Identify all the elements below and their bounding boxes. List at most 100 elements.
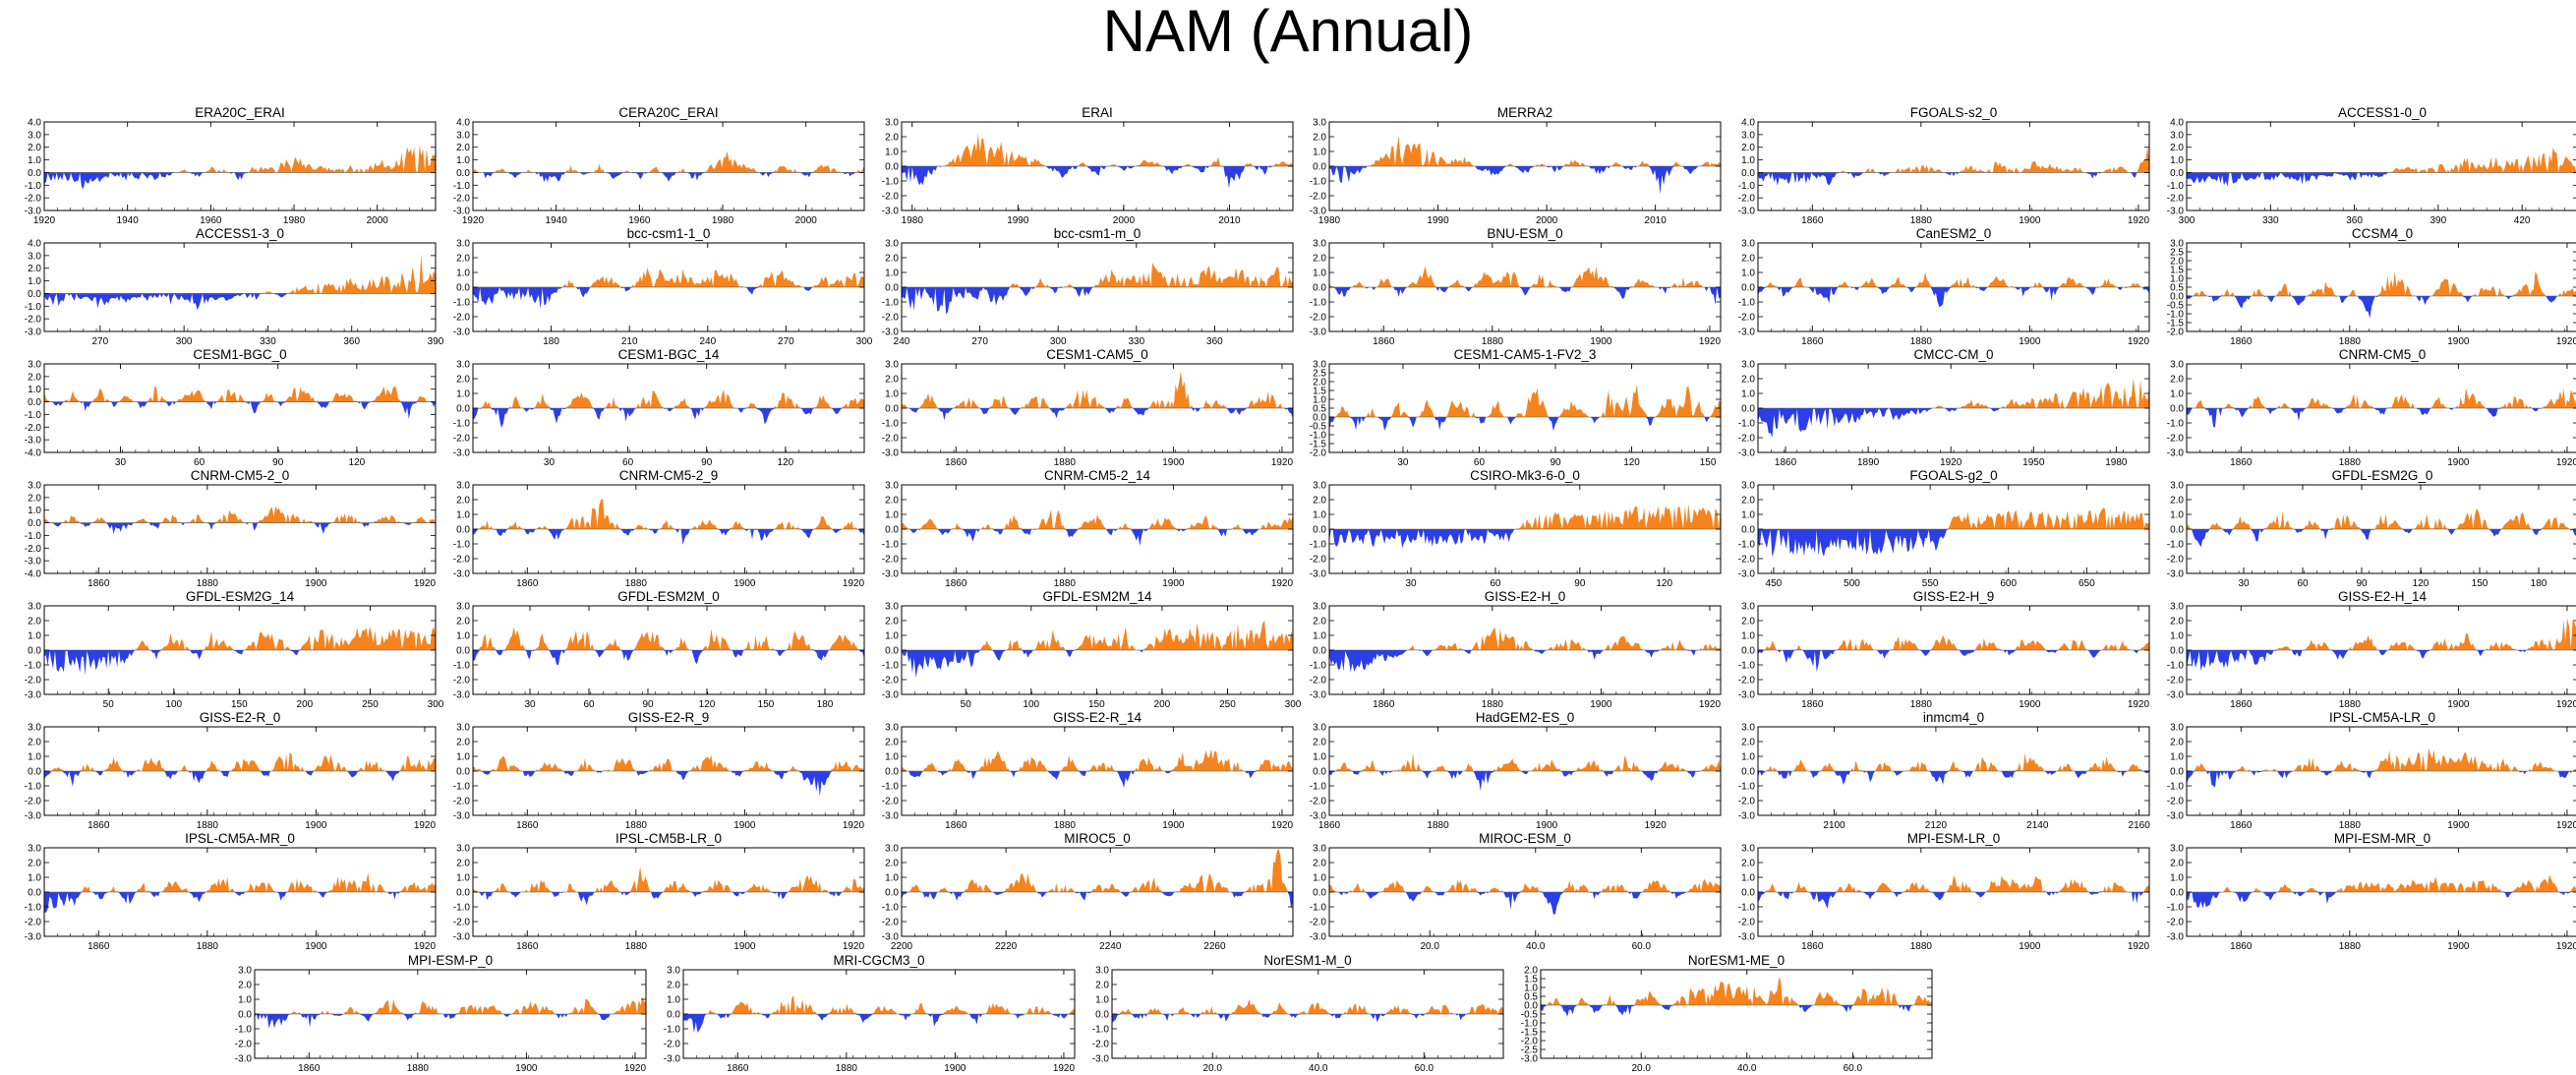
x-tick-label: 270 [92, 336, 109, 347]
y-tick-label: 2.0 [28, 493, 41, 504]
x-tick-label: 1880 [2339, 336, 2362, 347]
chart-title: GISS-E2-H_0 [1485, 589, 1566, 604]
positive-area [1758, 634, 2149, 650]
chart-svg: CESM1-BGC_14 3.0 2.0 1.0 0.0 -1.0 -2.0 -3.0 30 60… [453, 347, 865, 468]
x-tick-label: 1880 [625, 820, 648, 831]
y-tick-label: -3.0 [1310, 932, 1327, 943]
positive-area [902, 848, 1293, 892]
plot-frame [1757, 121, 2150, 211]
y-tick-label: -3.0 [1310, 328, 1327, 338]
y-tick-label: 1.5 [1313, 387, 1326, 397]
chart-title: FGOALS-g2_0 [1909, 468, 1997, 483]
x-tick-label: 300 [428, 699, 444, 710]
x-tick-label: 120 [349, 457, 366, 468]
chart-panel: ACCESS1-3_0 4.0 3.0 2.0 1.0 0.0 -1.0 -2.0 -3.0 27… [25, 225, 444, 347]
x-tick-label: 1860 [516, 941, 539, 952]
x-tick-label: 1880 [2339, 457, 2362, 468]
y-tick-label: 3.0 [2170, 360, 2184, 371]
negative-area [1758, 172, 2149, 186]
chart-title: CCSM4_0 [2352, 226, 2413, 241]
y-tick-label: 1.5 [2170, 266, 2184, 276]
series [902, 620, 1293, 678]
x-tick-label: 150 [758, 699, 775, 710]
y-tick-label: -2.0 [1738, 676, 1756, 687]
negative-area [1329, 287, 1721, 305]
series [902, 371, 1293, 421]
y-tick-label: 0.0 [1741, 646, 1755, 657]
positive-area [902, 509, 1293, 529]
y-tick-label: 0.0 [1095, 1010, 1109, 1021]
y-tick-label: -2.0 [882, 192, 900, 203]
x-tick-label: 1880 [407, 1063, 430, 1074]
y-tick-label: 2.0 [1313, 254, 1326, 265]
negative-area [473, 287, 864, 310]
series [473, 754, 864, 797]
x-tick-label: 150 [1088, 699, 1105, 710]
chart-panel: ERAI 3.0 2.0 1.0 0.0 -1.0 -2.0 -3.0 1980 1990 2000… [882, 104, 1294, 226]
y-tick-label: -2.0 [25, 423, 42, 434]
x-tick-label: 20.0 [1420, 941, 1439, 952]
y-tick-label: -1.0 [25, 782, 42, 793]
y-tick-label: 0.0 [1741, 888, 1755, 899]
y-tick-label: -2.0 [453, 918, 471, 928]
y-tick-label: -2.0 [1738, 797, 1756, 807]
y-tick-label: -3.0 [2167, 207, 2185, 217]
y-tick-label: 0.0 [28, 289, 41, 300]
x-tick-label: 1900 [1590, 699, 1612, 710]
chart-panel: CNRM-CM5-2_14 3.0 2.0 1.0 0.0 -1.0 -2.0 -3.0 186… [882, 467, 1294, 589]
x-tick-label: 100 [1023, 699, 1039, 710]
chart-svg: GISS-E2-R_9 3.0 2.0 1.0 0.0 -1.0 -2.0 -3.0 1860 1… [453, 710, 865, 831]
y-tick-label: 0.0 [667, 1010, 680, 1021]
y-tick-label: -3.0 [25, 328, 42, 338]
x-tick-label: 1920 [1271, 457, 1294, 468]
chart-panel: MRI-CGCM3_0 3.0 2.0 1.0 0.0 -1.0 -2.0 -3.0 1860 1… [664, 952, 1076, 1074]
x-tick-label: 1860 [945, 578, 967, 589]
chart-panel: CNRM-CM5-2_9 3.0 2.0 1.0 0.0 -1.0 -2.0 -3.0 1860… [453, 467, 865, 589]
positive-area [44, 145, 436, 173]
y-tick-label: 2.0 [1313, 496, 1326, 507]
x-tick-label: 390 [428, 336, 444, 347]
y-tick-label: -2.0 [664, 1040, 681, 1050]
y-tick-label: 1.0 [885, 752, 899, 763]
x-tick-label: 1900 [1590, 336, 1612, 347]
y-tick-label: 0.0 [28, 646, 41, 657]
x-tick-label: 2140 [2026, 820, 2049, 831]
y-tick-label: 0.0 [456, 283, 470, 294]
x-tick-label: 1860 [1373, 699, 1395, 710]
x-tick-label: 300 [856, 336, 873, 347]
x-tick-label: 1920 [2128, 336, 2150, 347]
y-tick-label: 0.0 [28, 767, 41, 778]
y-tick-label: 0.0 [456, 767, 470, 778]
y-tick-label: 3.0 [1313, 723, 1326, 734]
y-tick-label: 0.0 [885, 162, 899, 173]
positive-area [1758, 146, 2149, 173]
y-tick-label: 2.0 [1313, 738, 1326, 748]
y-tick-label: 3.0 [885, 481, 899, 492]
y-tick-label: 3.0 [1741, 481, 1755, 492]
y-tick-label: 1.0 [1313, 631, 1326, 642]
y-tick-label: -2.0 [882, 434, 900, 445]
chart-svg: GFDL-ESM2M_0 3.0 2.0 1.0 0.0 -1.0 -2.0 -3.0 30 60… [453, 589, 865, 710]
y-tick-label: 1.0 [28, 631, 41, 642]
chart-panel: GFDL-ESM2M_14 3.0 2.0 1.0 0.0 -1.0 -2.0 -3.0 50 1… [882, 588, 1302, 710]
positive-area [44, 872, 436, 892]
chart-title: NorESM1-ME_0 [1688, 953, 1785, 968]
y-tick-label: -3.0 [1310, 690, 1327, 701]
y-tick-label: -1.0 [453, 661, 471, 672]
x-tick-label: 1920 [1053, 1063, 1076, 1074]
chart-svg: MIROC-ESM_0 3.0 2.0 1.0 0.0 -1.0 -2.0 -3.0 20.0 4… [1310, 831, 1722, 952]
positive-area [1329, 504, 1721, 529]
positive-area [1758, 753, 2149, 771]
x-tick-label: 300 [1050, 336, 1067, 347]
y-tick-label: 3.0 [885, 844, 899, 855]
y-tick-label: 2.0 [1741, 143, 1755, 153]
y-tick-label: -1.0 [1738, 540, 1756, 551]
positive-area [473, 267, 864, 287]
series [44, 872, 436, 913]
chart-title: ACCESS1-0_0 [2338, 105, 2427, 120]
chart-panel: NorESM1-ME_0 2.0 1.5 1.0 0.5 0.0 -0.5 -1.0 -1.5-… [1521, 952, 1933, 1074]
series [2187, 270, 2576, 319]
y-tick-label: -2.0 [453, 797, 471, 807]
x-tick-label: 1920 [843, 941, 865, 952]
y-tick-label: -3.0 [882, 207, 900, 217]
